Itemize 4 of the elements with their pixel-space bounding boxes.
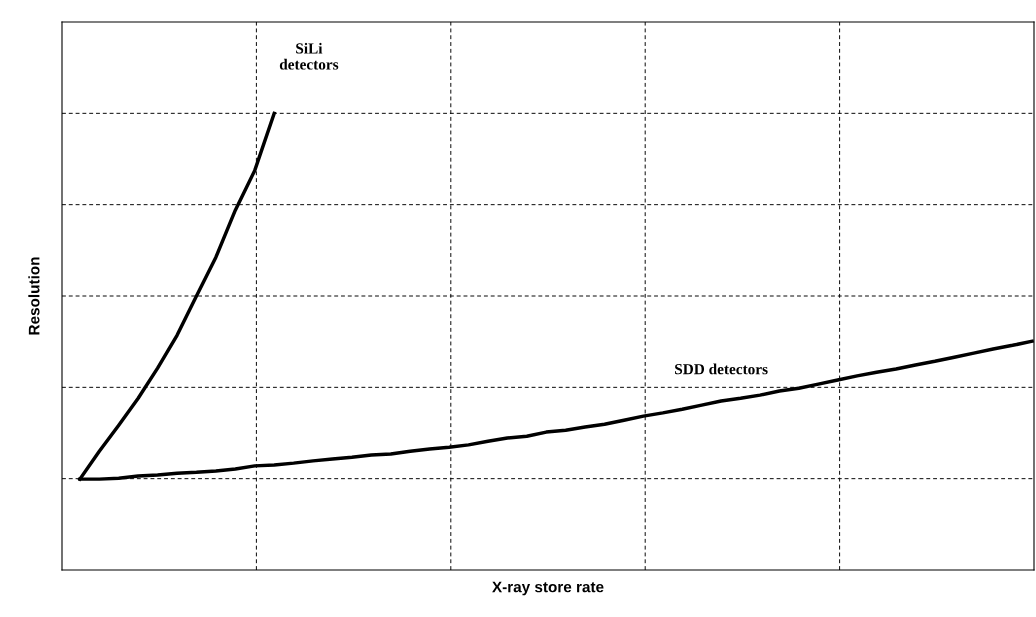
text: SiLi detectors bbox=[279, 42, 339, 70]
x-axis-title: X-ray store rate bbox=[492, 581, 604, 596]
series-label: SDD detectors bbox=[675, 363, 768, 375]
y-axis-title: Resolution bbox=[28, 257, 40, 335]
